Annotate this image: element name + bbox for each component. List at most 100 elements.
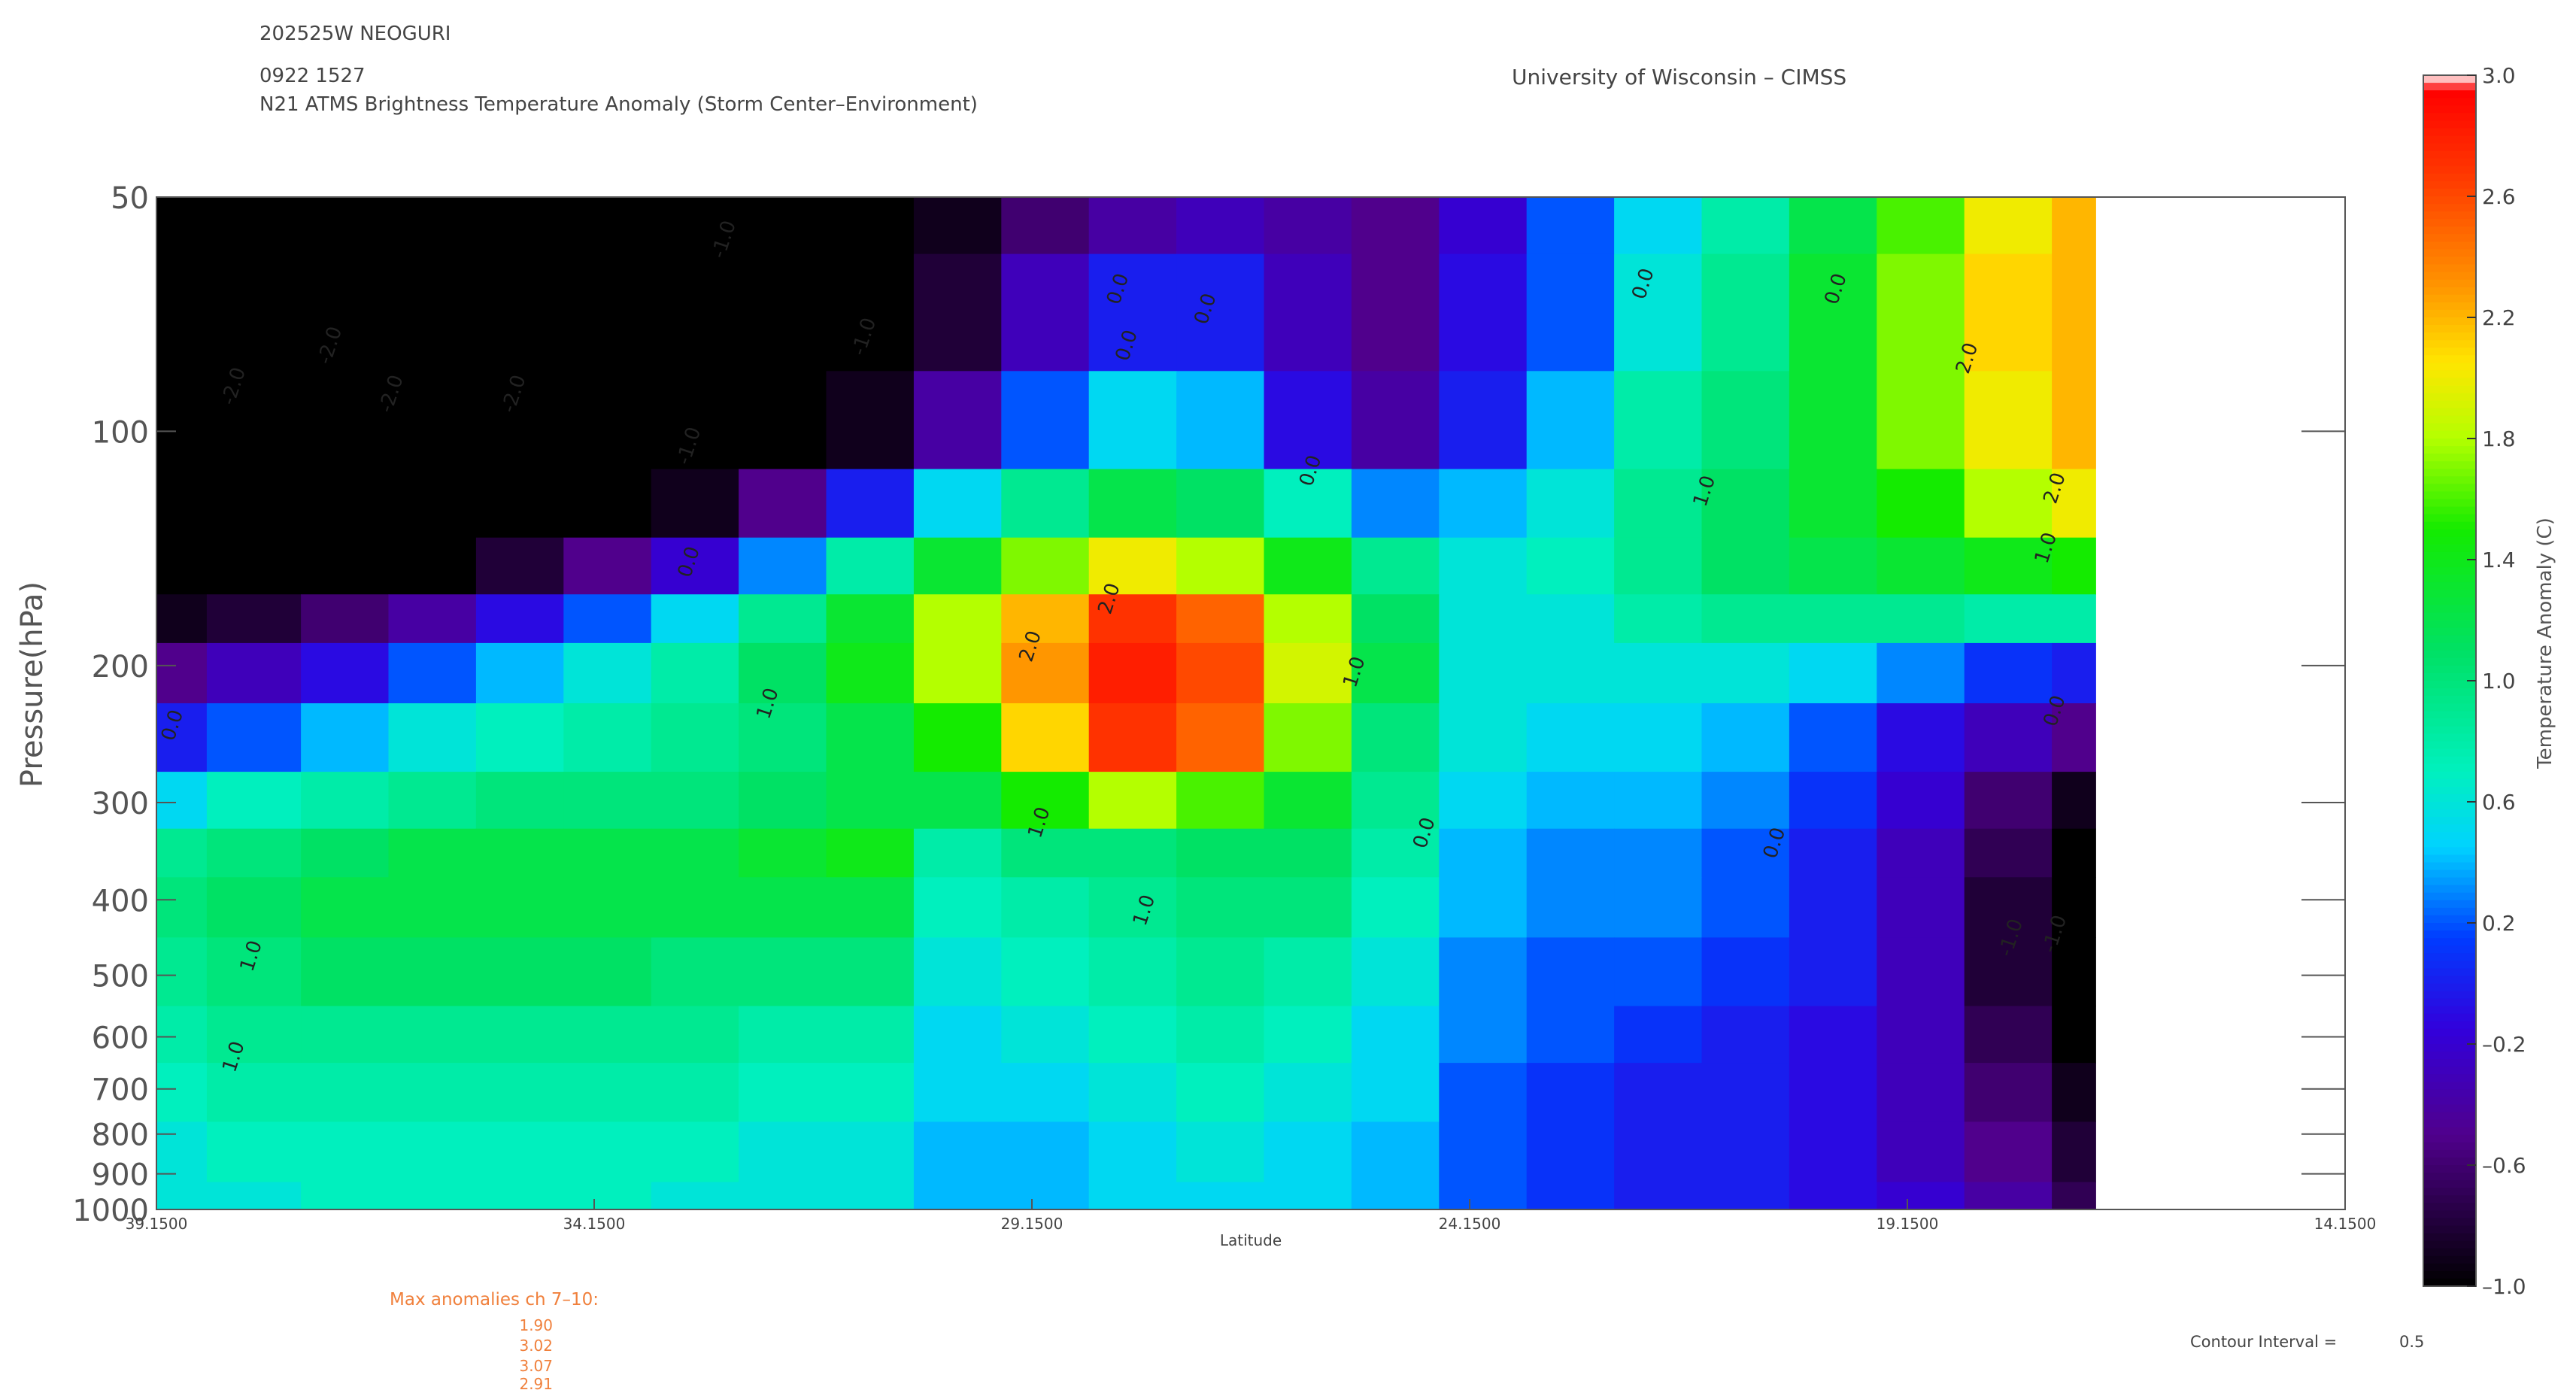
anomaly-cell	[475, 371, 564, 470]
anomaly-cell	[651, 1121, 739, 1183]
anomaly-cell	[1439, 937, 1528, 1007]
anomaly-cell	[1789, 1006, 1877, 1064]
anomaly-cell	[1264, 1063, 1352, 1122]
colorbar-segment	[2423, 1149, 2476, 1158]
colorbar-segment	[2423, 484, 2476, 493]
colorbar-segment	[2423, 279, 2476, 288]
anomaly-cell	[388, 877, 477, 938]
anomaly-cell	[1088, 828, 1177, 878]
anomaly-cell	[1264, 703, 1352, 772]
colorbar-segment	[2423, 809, 2476, 818]
colorbar-segment	[2423, 1067, 2476, 1076]
anomaly-cell	[1789, 772, 1877, 830]
anomaly-cell	[1701, 1063, 1790, 1122]
anomaly-cell	[913, 594, 1002, 644]
anomaly-cell	[2052, 1006, 2096, 1064]
x-tick-label: 14.1500	[2314, 1215, 2377, 1233]
anomaly-cell	[388, 828, 477, 878]
anomaly-cell	[1701, 1006, 1790, 1064]
colorbar-segment	[2423, 302, 2476, 311]
anomaly-cell	[156, 937, 208, 1007]
anomaly-cell	[826, 703, 915, 772]
colorbar-tick-label: –0.2	[2482, 1032, 2526, 1057]
anomaly-cell	[1264, 828, 1352, 878]
colorbar-segment	[2423, 128, 2476, 137]
anomaly-cell	[1351, 1121, 1440, 1183]
colorbar-segment	[2423, 733, 2476, 742]
anomaly-cell	[1001, 371, 1090, 470]
anomaly-cell	[1439, 1121, 1528, 1183]
colorbar-segment	[2423, 756, 2476, 765]
anomaly-cell	[826, 253, 915, 372]
colorbar-segment	[2423, 1089, 2476, 1098]
colorbar-segment	[2423, 521, 2476, 530]
colorbar-segment	[2423, 605, 2476, 614]
anomaly-cell	[1439, 1006, 1528, 1064]
anomaly-cell	[1439, 1182, 1528, 1210]
anomaly-cell	[826, 594, 915, 644]
colorbar-segment	[2423, 900, 2476, 909]
anomaly-cell	[1176, 828, 1265, 878]
colorbar-segment	[2423, 945, 2476, 954]
anomaly-cell	[156, 197, 208, 255]
colorbar-segment	[2423, 256, 2476, 266]
anomaly-cell	[563, 1121, 652, 1183]
anomaly-cell	[651, 772, 739, 830]
colorbar-segment	[2423, 461, 2476, 470]
colorbar-segment	[2423, 991, 2476, 1000]
anomaly-cell	[826, 937, 915, 1007]
colorbar-segment	[2423, 83, 2476, 91]
anomaly-cell	[826, 197, 915, 255]
anomaly-cell	[1877, 772, 1965, 830]
anomaly-cell	[2052, 197, 2096, 255]
anomaly-cell	[913, 1006, 1002, 1064]
colorbar-segment	[2423, 400, 2476, 409]
colorbar-segment	[2423, 672, 2476, 681]
colorbar-segment	[2423, 165, 2476, 175]
anomaly-cell	[1088, 703, 1177, 772]
colorbar-segment	[2423, 582, 2476, 591]
anomaly-cell	[1701, 1182, 1790, 1210]
anomaly-cell	[1264, 537, 1352, 595]
anomaly-cell	[739, 937, 827, 1007]
anomaly-cell	[739, 772, 827, 830]
max-anomalies-label: Max anomalies ch 7–10:	[390, 1290, 599, 1310]
anomaly-cell	[206, 1063, 302, 1122]
anomaly-cell	[1964, 877, 2053, 938]
anomaly-cell	[1877, 1182, 1965, 1210]
y-tick-label: 300	[92, 787, 149, 821]
colorbar-segment	[2423, 869, 2476, 879]
anomaly-cell	[739, 197, 827, 255]
colorbar-segment	[2423, 726, 2476, 735]
anomaly-cell	[563, 703, 652, 772]
anomaly-cell	[651, 937, 739, 1007]
anomaly-cell	[1614, 1121, 1703, 1183]
anomaly-cell	[2052, 594, 2096, 644]
anomaly-cell	[301, 642, 390, 704]
anomaly-cell	[913, 877, 1002, 938]
colorbar-segment	[2423, 1218, 2476, 1227]
anomaly-cell	[1701, 642, 1790, 704]
anomaly-cell	[1176, 937, 1265, 1007]
anomaly-cell	[1964, 371, 2053, 470]
colorbar-tick-label: –0.6	[2482, 1153, 2526, 1178]
anomaly-cell	[206, 877, 302, 938]
anomaly-cell	[388, 253, 477, 372]
anomaly-cell	[1088, 772, 1177, 830]
anomaly-cell	[1264, 197, 1352, 255]
anomaly-cell	[1001, 1063, 1090, 1122]
anomaly-cell	[1789, 469, 1877, 539]
anomaly-cell	[1351, 642, 1440, 704]
colorbar-segment	[2423, 703, 2476, 712]
anomaly-cell	[739, 703, 827, 772]
anomaly-cell	[1176, 703, 1265, 772]
colorbar-segment	[2423, 968, 2476, 977]
anomaly-cell	[156, 537, 208, 595]
colorbar-segment	[2423, 143, 2476, 152]
anomaly-cell	[1001, 1121, 1090, 1183]
anomaly-cell	[1088, 1006, 1177, 1064]
colorbar-segment	[2423, 718, 2476, 727]
anomaly-cell	[826, 1182, 915, 1210]
colorbar-segment	[2423, 1180, 2476, 1188]
anomaly-cell	[1176, 594, 1265, 644]
